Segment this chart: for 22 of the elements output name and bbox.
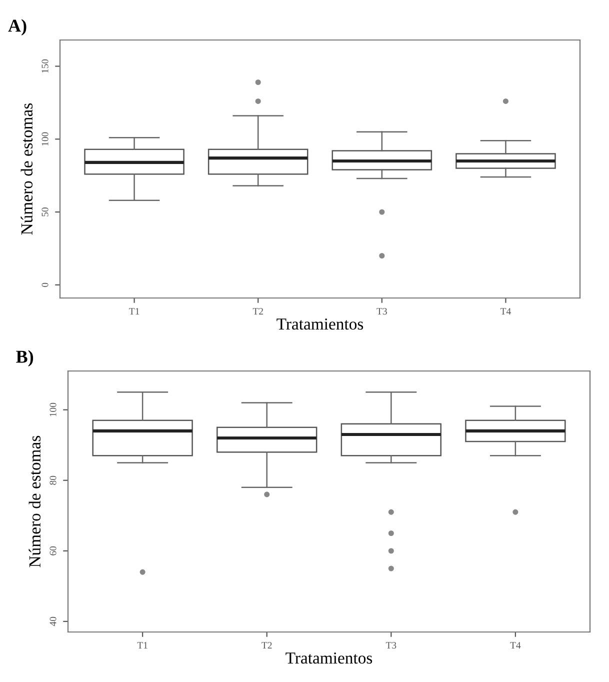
x-tick-label: T2: [262, 642, 272, 648]
x-tick-label: T2: [252, 308, 263, 314]
x-tick-label: T1: [137, 642, 148, 648]
y-tick-label: 100: [42, 132, 48, 146]
y-tick-label: 150: [42, 59, 48, 73]
y-tick-label: 80: [50, 476, 56, 485]
x-tick-label: T4: [500, 308, 511, 314]
x-tick-label: T3: [386, 642, 396, 649]
x-tick-label: T3: [376, 308, 387, 315]
chart-title: A): [8, 19, 26, 36]
x-tick-label: T1: [129, 308, 140, 314]
y-tick-label: 50: [42, 208, 48, 216]
y-tick-label: 0: [42, 282, 48, 287]
x-axis-title: Tratamientos: [286, 652, 372, 664]
y-axis-title: Número de estomas: [28, 436, 41, 568]
y-tick-label: 100: [50, 402, 56, 416]
y-axis-title: Número de estomas: [20, 103, 33, 235]
y-tick-label: 40: [50, 616, 56, 626]
x-tick-label: T4: [510, 642, 521, 648]
chart-title: B): [16, 350, 34, 367]
x-axis-title: Tratamientos: [276, 318, 364, 330]
y-tick-label: 60: [50, 546, 56, 556]
